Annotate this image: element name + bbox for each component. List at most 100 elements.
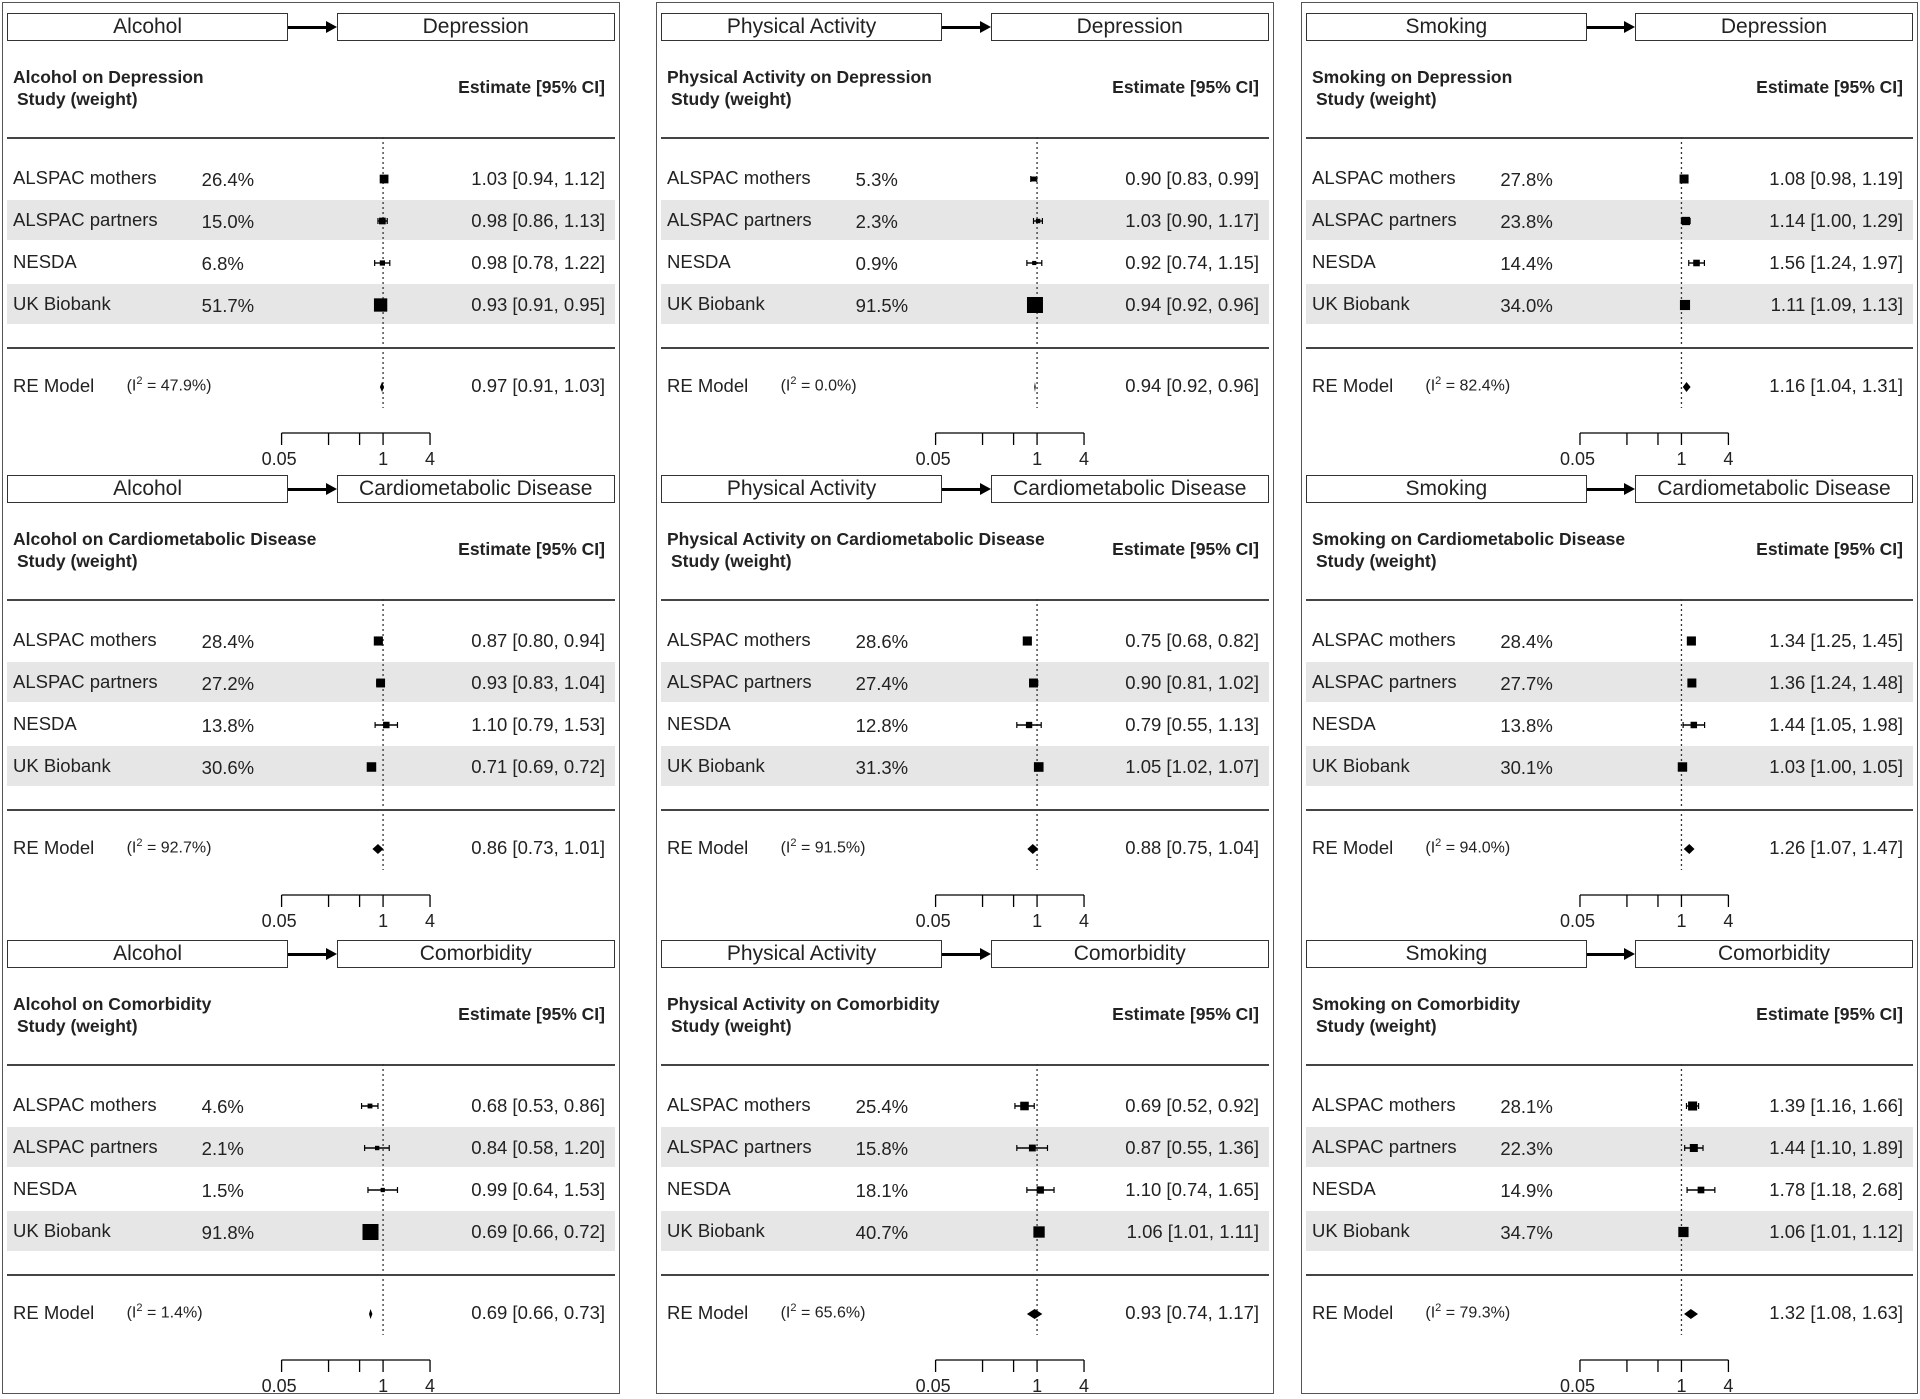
x-tick-label: 1 — [1032, 1376, 1043, 1396]
x-tick-label: 0.05 — [261, 911, 297, 931]
forest-panel: Physical Activity Comorbidity Physical Act… — [657, 940, 1273, 1396]
i2-superscript: 2 — [1435, 375, 1442, 387]
study-weight: 34.7% — [1500, 1222, 1553, 1243]
point-estimate — [1690, 721, 1698, 729]
study-estimate: 0.90 [0.83, 0.99] — [1125, 168, 1259, 189]
re-model-label: RE Model — [667, 837, 749, 858]
heterogeneity-i2: (I2 = 47.9%) — [127, 375, 212, 395]
re-model-estimate: 0.86 [0.73, 1.01] — [471, 837, 605, 858]
x-tick-label: 1 — [1032, 911, 1043, 931]
panel-title: Alcohol on Cardiometabolic Disease — [13, 529, 317, 549]
i2-superscript: 2 — [136, 1302, 143, 1314]
study-name: NESDA — [13, 1178, 77, 1199]
study-estimate: 1.11 [1.09, 1.13] — [1770, 294, 1903, 315]
arrow-head-icon — [325, 483, 337, 495]
estimate-header: Estimate [95% CI] — [458, 1004, 605, 1024]
study-estimate: 1.39 [1.16, 1.66] — [1769, 1095, 1903, 1116]
study-row: NESDA 13.8% 1.10 [0.79, 1.53] — [7, 704, 615, 744]
arrow-head-icon — [325, 948, 337, 960]
study-row: NESDA 1.5% 0.99 [0.64, 1.53] — [7, 1169, 615, 1209]
study-weight: 4.6% — [201, 1096, 244, 1117]
study-name: UK Biobank — [13, 293, 111, 314]
study-weight: 28.4% — [201, 631, 255, 652]
study-weight: 1.5% — [201, 1180, 244, 1201]
x-tick-label: 0.05 — [1559, 449, 1596, 469]
heterogeneity-i2: (I2 = 92.7%) — [127, 837, 212, 857]
outcome-box: Depression — [1635, 13, 1913, 41]
study-name: NESDA — [667, 1178, 731, 1199]
i2-suffix: = 65.6%) — [796, 1304, 866, 1322]
forest-plot — [1579, 137, 1730, 445]
outcome-box: Cardiometabolic Disease — [1635, 475, 1913, 503]
forest-plot — [934, 137, 1085, 445]
summary-diamond — [379, 382, 385, 392]
re-model-label: RE Model — [13, 1302, 95, 1323]
study-row: ALSPAC partners 23.8% 1.14 [1.00, 1.29] — [1306, 200, 1913, 240]
i2-suffix: = 0.0%) — [796, 377, 857, 395]
study-weight: 14.9% — [1500, 1180, 1553, 1201]
i2-superscript: 2 — [1435, 837, 1442, 849]
panel-header: Smoking Comorbidity — [1302, 940, 1917, 970]
estimate-header: Estimate [95% CI] — [1756, 77, 1903, 97]
re-model-estimate: 1.26 [1.07, 1.47] — [1769, 837, 1903, 858]
study-weight: 6.8% — [201, 253, 244, 274]
x-tick-label: 4 — [425, 1376, 436, 1396]
point-estimate — [380, 1187, 385, 1193]
study-weight: 0.9% — [855, 253, 898, 274]
point-estimate — [373, 298, 388, 312]
forest-column: Alcohol Depression Alcohol on Depression St… — [2, 2, 620, 1396]
study-weight: 13.8% — [201, 715, 255, 736]
point-estimate — [1022, 636, 1032, 646]
forest-panel: Physical Activity Depression Physical Acti… — [657, 13, 1273, 469]
i2-superscript: 2 — [790, 375, 797, 387]
summary-rule — [7, 347, 615, 349]
forest-panel: Smoking Cardiometabolic Disease Smoking on… — [1302, 475, 1917, 931]
study-name: UK Biobank — [667, 755, 765, 776]
i2-suffix: = 94.0%) — [1441, 839, 1511, 857]
header-rule — [661, 1064, 1269, 1066]
point-estimate — [1035, 218, 1041, 224]
outcome-box: Depression — [990, 13, 1269, 41]
arrow-line — [1586, 488, 1626, 491]
study-row: UK Biobank 34.7% 1.06 [1.01, 1.12] — [1306, 1211, 1913, 1251]
re-model-label: RE Model — [1312, 837, 1394, 858]
study-row: UK Biobank 31.3% 1.05 [1.02, 1.07] — [661, 746, 1269, 786]
x-tick-label: 1 — [378, 911, 389, 931]
study-estimate: 1.05 [1.02, 1.07] — [1125, 756, 1259, 777]
re-model-estimate: 1.32 [1.08, 1.63] — [1769, 1302, 1903, 1323]
x-tick-label: 1 — [378, 1376, 389, 1396]
re-model-estimate: 0.97 [0.91, 1.03] — [471, 375, 605, 396]
point-estimate — [1688, 1101, 1698, 1111]
study-row: ALSPAC mothers 28.4% 0.87 [0.80, 0.94] — [7, 620, 615, 660]
point-estimate — [1693, 259, 1700, 267]
study-name: ALSPAC mothers — [13, 629, 157, 650]
panel-header: Smoking Cardiometabolic Disease — [1302, 475, 1917, 505]
point-estimate — [1036, 1186, 1044, 1194]
study-name: UK Biobank — [1312, 1220, 1410, 1241]
i2-superscript: 2 — [136, 837, 143, 849]
study-weight: 15.0% — [201, 211, 255, 232]
x-tick-label: 4 — [425, 911, 436, 931]
point-estimate — [1687, 678, 1697, 688]
i2-superscript: 2 — [136, 375, 143, 387]
study-weight-header: Study (weight) — [17, 1016, 138, 1036]
forest-plot — [934, 1064, 1085, 1372]
study-row: ALSPAC mothers 26.4% 1.03 [0.94, 1.12] — [7, 158, 615, 198]
exposure-box: Physical Activity — [661, 940, 943, 968]
study-row: NESDA 14.4% 1.56 [1.24, 1.97] — [1306, 242, 1913, 282]
study-name: NESDA — [667, 251, 731, 272]
study-row: ALSPAC mothers 5.3% 0.90 [0.83, 0.99] — [661, 158, 1269, 198]
i2-suffix: = 82.4%) — [1441, 377, 1511, 395]
study-weight: 15.8% — [855, 1138, 909, 1159]
forest-panel: Smoking Depression Smoking on Depression St… — [1302, 13, 1917, 469]
point-estimate — [1677, 762, 1688, 772]
forest-plot — [1579, 599, 1730, 907]
study-name: ALSPAC partners — [667, 671, 812, 692]
forest-plot — [280, 1064, 431, 1372]
x-tick-label: 1 — [1676, 449, 1687, 469]
study-name: NESDA — [1312, 251, 1376, 272]
forest-panel: Physical Activity Cardiometabolic Disease… — [657, 475, 1273, 931]
study-name: NESDA — [1312, 1178, 1376, 1199]
study-row: ALSPAC partners 15.0% 0.98 [0.86, 1.13] — [7, 200, 615, 240]
point-estimate — [1020, 1101, 1029, 1111]
